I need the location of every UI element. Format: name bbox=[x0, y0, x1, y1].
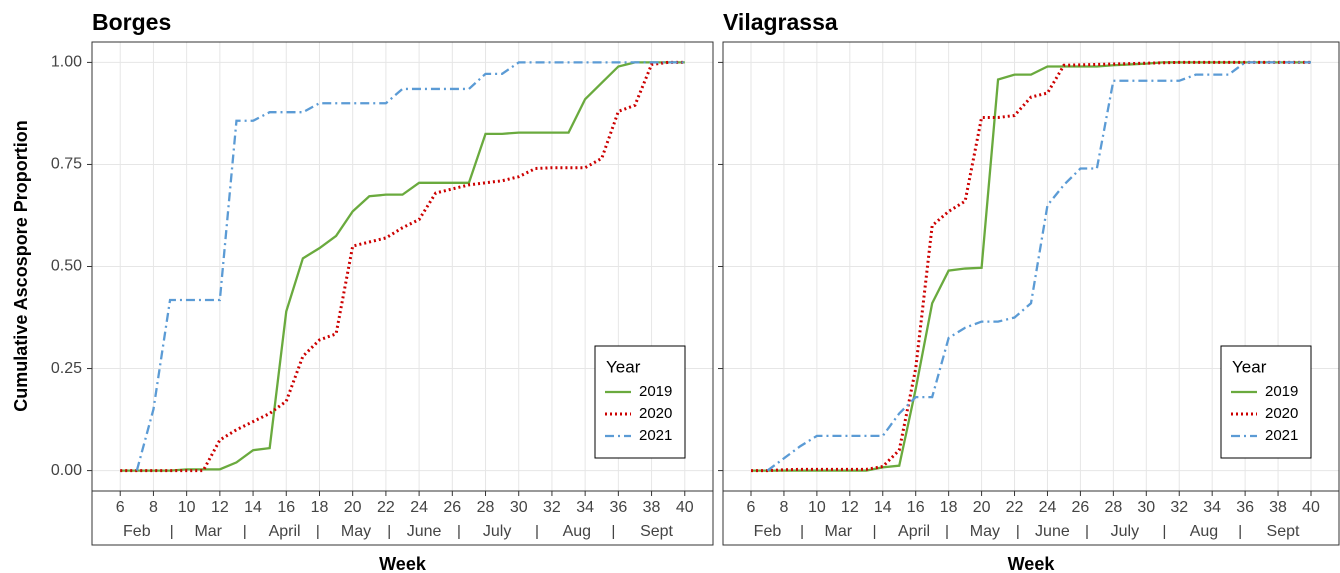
month-label: April bbox=[898, 523, 930, 540]
legend-label: 2020 bbox=[1265, 405, 1298, 422]
x-tick-label: 10 bbox=[808, 499, 826, 516]
y-tick-label: 0.50 bbox=[51, 258, 82, 275]
legend-label: 2021 bbox=[639, 427, 672, 444]
x-axis-title: Week bbox=[379, 554, 427, 573]
x-tick-label: 26 bbox=[1072, 499, 1090, 516]
y-axis-title: Cumulative Ascospore Proportion bbox=[11, 120, 31, 411]
data-line bbox=[135, 61, 685, 471]
legend-box bbox=[1220, 345, 1312, 459]
month-label: Mar bbox=[825, 523, 853, 540]
x-tick-label: 16 bbox=[277, 499, 295, 516]
x-tick-label: 24 bbox=[410, 499, 428, 516]
month-label: April bbox=[269, 523, 301, 540]
x-tick-label: 36 bbox=[609, 499, 627, 516]
x-tick-label: 8 bbox=[149, 499, 158, 516]
x-tick-label: 24 bbox=[1039, 499, 1057, 516]
x-tick-label: 38 bbox=[1269, 499, 1287, 516]
month-label: Feb bbox=[754, 523, 782, 540]
y-tick-label: 0.00 bbox=[51, 462, 82, 479]
legend-title: Year bbox=[1232, 357, 1267, 376]
x-tick-label: 36 bbox=[1236, 499, 1254, 516]
y-tick-label: 0.25 bbox=[51, 360, 82, 377]
data-line bbox=[120, 60, 685, 473]
month-label: May bbox=[341, 523, 371, 540]
panel-frame bbox=[91, 41, 714, 546]
data-line bbox=[766, 61, 1311, 472]
month-label: Mar bbox=[194, 523, 222, 540]
panel-title: Vilagrassa bbox=[723, 9, 838, 35]
x-tick-label: 22 bbox=[1006, 499, 1024, 516]
data-line bbox=[120, 61, 685, 472]
x-tick-label: 32 bbox=[543, 499, 561, 516]
panel-frame bbox=[722, 41, 1340, 546]
x-tick-label: 6 bbox=[116, 499, 125, 516]
month-label: June bbox=[407, 523, 442, 540]
x-tick-label: 34 bbox=[1203, 499, 1221, 516]
x-tick-label: 20 bbox=[344, 499, 362, 516]
x-tick-label: 28 bbox=[477, 499, 495, 516]
x-tick-label: 18 bbox=[940, 499, 958, 516]
legend-label: 2019 bbox=[639, 383, 672, 400]
legend-label: 2021 bbox=[1265, 427, 1298, 444]
month-label: Aug bbox=[563, 523, 591, 540]
month-label: July bbox=[483, 523, 511, 540]
x-tick-label: 6 bbox=[747, 499, 756, 516]
x-tick-label: 14 bbox=[874, 499, 892, 516]
x-tick-label: 10 bbox=[178, 499, 196, 516]
month-label: May bbox=[970, 523, 1000, 540]
legend-label: 2019 bbox=[1265, 383, 1298, 400]
x-tick-label: 26 bbox=[443, 499, 461, 516]
x-tick-label: 40 bbox=[676, 499, 694, 516]
x-tick-label: 14 bbox=[244, 499, 262, 516]
x-tick-label: 8 bbox=[779, 499, 788, 516]
x-tick-label: 38 bbox=[643, 499, 661, 516]
x-tick-label: 16 bbox=[907, 499, 925, 516]
x-tick-label: 12 bbox=[841, 499, 859, 516]
data-line bbox=[751, 60, 1311, 473]
y-tick-label: 0.75 bbox=[51, 156, 82, 173]
x-tick-label: 30 bbox=[510, 499, 528, 516]
month-label: Sept bbox=[640, 523, 673, 540]
x-tick-label: 12 bbox=[211, 499, 229, 516]
month-label: Aug bbox=[1190, 523, 1218, 540]
x-tick-label: 34 bbox=[576, 499, 594, 516]
x-tick-label: 18 bbox=[311, 499, 329, 516]
x-tick-label: 32 bbox=[1170, 499, 1188, 516]
legend-title: Year bbox=[606, 357, 641, 376]
x-tick-label: 20 bbox=[973, 499, 991, 516]
month-label: June bbox=[1035, 523, 1070, 540]
month-label: July bbox=[1111, 523, 1139, 540]
legend-label: 2020 bbox=[639, 405, 672, 422]
x-tick-label: 22 bbox=[377, 499, 395, 516]
month-label: Sept bbox=[1267, 523, 1300, 540]
x-tick-label: 40 bbox=[1302, 499, 1320, 516]
panel-title: Borges bbox=[92, 9, 171, 35]
x-tick-label: 28 bbox=[1104, 499, 1122, 516]
y-tick-label: 1.00 bbox=[51, 54, 82, 71]
x-tick-label: 30 bbox=[1137, 499, 1155, 516]
data-line bbox=[751, 61, 1311, 472]
legend-box bbox=[594, 345, 686, 459]
month-label: Feb bbox=[123, 523, 151, 540]
x-axis-title: Week bbox=[1008, 554, 1056, 573]
